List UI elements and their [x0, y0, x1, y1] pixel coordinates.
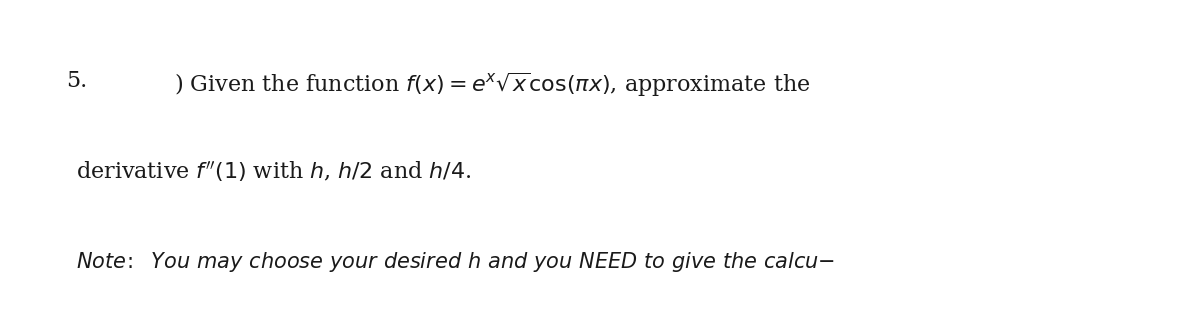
Text: 5.: 5. — [66, 70, 88, 92]
Text: $\mathit{Note}\!:\ \ \mathit{You\ may\ choose\ your\ desired}\ \mathit{h}\ \math: $\mathit{Note}\!:\ \ \mathit{You\ may\ c… — [76, 250, 835, 274]
Text: derivative $f''(1)$ with $h$, $h/2$ and $h/4$.: derivative $f''(1)$ with $h$, $h/2$ and … — [76, 160, 472, 185]
Text: ) Given the function $f(x) = e^{x}\sqrt{x}\cos(\pi x)$, approximate the: ) Given the function $f(x) = e^{x}\sqrt{… — [174, 70, 810, 99]
